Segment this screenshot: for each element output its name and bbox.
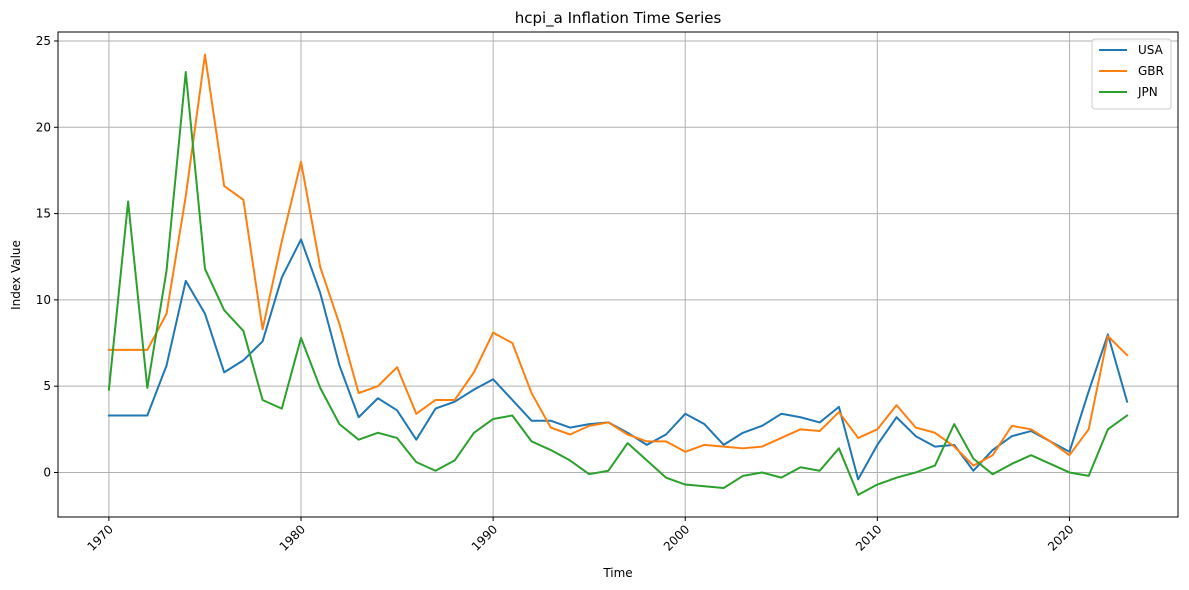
series-lines — [107, 53, 1129, 496]
legend-label-usa: USA — [1138, 43, 1164, 57]
y-tick-label: 10 — [36, 293, 51, 307]
series-line-gbr — [107, 53, 1129, 467]
legend-label-gbr: GBR — [1138, 64, 1164, 78]
chart-title: hcpi_a Inflation Time Series — [515, 9, 722, 28]
y-tick-label: 15 — [36, 207, 51, 221]
y-tick-label: 0 — [43, 465, 51, 479]
y-tick-label: 5 — [43, 379, 51, 393]
legend-label-jpn: JPN — [1137, 85, 1158, 99]
y-tick-label: 25 — [36, 34, 51, 48]
series-line-jpn — [107, 71, 1129, 496]
x-axis-label: Time — [602, 566, 632, 580]
y-tick-label: 20 — [36, 120, 51, 134]
y-axis-label: Index Value — [9, 240, 23, 310]
plot-frame — [57, 31, 1179, 518]
y-axis-ticks: 0 5 10 15 20 25 — [36, 34, 58, 479]
grid — [58, 32, 1178, 517]
legend: USA GBR JPN — [1091, 38, 1172, 110]
